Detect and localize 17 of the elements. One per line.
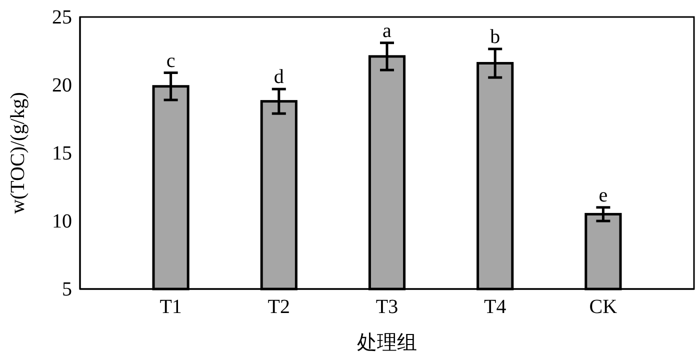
y-tick-label: 20: [52, 74, 72, 96]
annotation: e: [598, 184, 608, 206]
x-tick-label: CK: [589, 296, 618, 318]
annotation: c: [166, 50, 176, 72]
annotation: d: [274, 66, 284, 88]
annotation: a: [382, 20, 392, 42]
x-axis-title: 处理组: [357, 330, 417, 354]
annotation: b: [490, 26, 500, 48]
y-tick-label: 15: [52, 142, 72, 164]
x-tick-label: T4: [484, 296, 506, 318]
x-tick-label: T3: [376, 296, 398, 318]
y-tick-label: 10: [52, 210, 72, 232]
y-tick-label: 25: [52, 6, 72, 28]
x-tick-label: T1: [160, 296, 182, 318]
x-tick-label: T2: [268, 296, 290, 318]
y-tick-label: 5: [62, 278, 72, 300]
y-axis-title: w(TOC)/(g/kg): [7, 92, 29, 214]
